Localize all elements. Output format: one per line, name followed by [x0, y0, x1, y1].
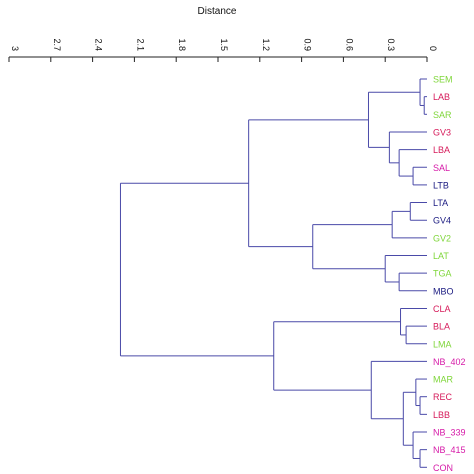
axis-tick-label: 1.2	[261, 38, 271, 51]
leaf-label: CLA	[433, 304, 451, 314]
leaf-label: CON	[433, 463, 453, 473]
leaf-label: MAR	[433, 375, 454, 385]
leaf-label: SAR	[433, 110, 452, 120]
leaf-label: TGA	[433, 269, 452, 279]
tree-branches	[119, 78, 427, 468]
distance-axis: 3 2.7 2.4 2.1 1.8 1.5 1.2 0.9 0.6 0.3 0	[8, 38, 438, 62]
leaf-label: LBA	[433, 145, 450, 155]
leaf-label: REC	[433, 392, 453, 402]
axis-tick-label: 2.1	[135, 38, 145, 51]
leaf-label: NB_402	[433, 357, 466, 367]
leaf-label: NB_415	[433, 445, 466, 455]
axis-tick-label: 1.8	[177, 38, 187, 51]
axis-tick-label: 0.9	[303, 38, 313, 51]
axis-tick-label: 0.3	[386, 38, 396, 51]
leaf-label: BLA	[433, 322, 450, 332]
leaf-label: SEM	[433, 75, 453, 85]
leaf-label: LBB	[433, 410, 450, 420]
leaf-label: GV4	[433, 216, 451, 226]
leaf-label: LAT	[433, 251, 449, 261]
leaf-label: LTB	[433, 180, 449, 190]
axis-tick-label: 0	[428, 46, 438, 51]
leaf-label: GV3	[433, 127, 451, 137]
leaf-label: SAL	[433, 163, 450, 173]
axis-tick-label: 2.4	[94, 38, 104, 51]
axis-tick-label: 2.7	[52, 38, 62, 51]
axis-tick-label: 3	[10, 46, 20, 51]
leaf-label: LMA	[433, 339, 452, 349]
axis-title: Distance	[198, 6, 237, 17]
leaf-label: NB_339	[433, 428, 466, 438]
axis-tick-label: 1.5	[219, 38, 229, 51]
leaf-label: GV2	[433, 233, 451, 243]
leaf-label: MBO	[433, 286, 454, 296]
leaf-label: LAB	[433, 92, 450, 102]
axis-tick-label: 0.6	[344, 38, 354, 51]
leaf-labels: SEM LAB SAR GV3 LBA SAL LTB LTA GV4 GV2 LAT TGA MBO C…	[433, 75, 466, 473]
leaf-label: LTA	[433, 198, 448, 208]
